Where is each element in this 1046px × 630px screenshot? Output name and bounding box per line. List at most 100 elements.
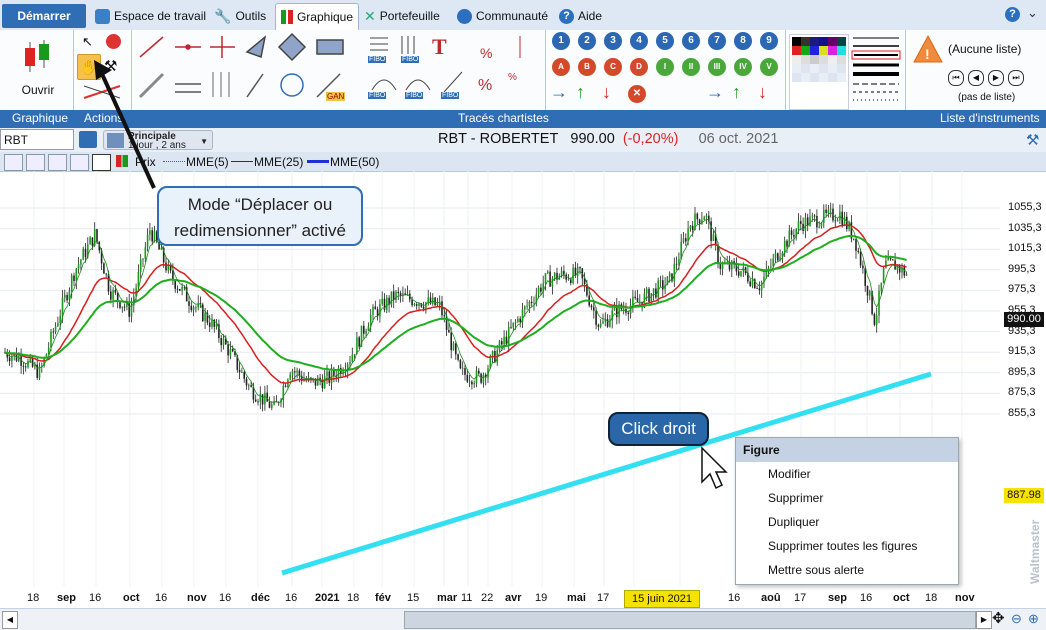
marker-number-8[interactable]: 8 (734, 32, 752, 50)
pointer-icon[interactable]: ↖ (82, 34, 93, 49)
tab-chart[interactable]: Graphique (275, 3, 359, 30)
candle-body (754, 279, 756, 289)
marker-number-3[interactable]: 3 (604, 32, 622, 50)
candle-body (300, 375, 303, 382)
zoom-in-icon[interactable]: ⊕ (1028, 611, 1039, 626)
candle-body (703, 217, 705, 220)
marker-number-6[interactable]: 6 (682, 32, 700, 50)
legend-mme25-swatch (231, 161, 253, 162)
marker-number-2[interactable]: 2 (578, 32, 596, 50)
marker-letter-B[interactable]: B (578, 58, 596, 76)
candle-body (657, 280, 659, 298)
tab-help[interactable]: ? Aide (559, 5, 602, 27)
settings-tools-icon[interactable]: ⚒ (1026, 132, 1040, 149)
tab-start[interactable]: Démarrer (2, 4, 86, 28)
candle-body (137, 271, 140, 288)
candle-body (852, 238, 855, 240)
arrow-marker-4[interactable]: → (706, 82, 724, 102)
marker-letter-D[interactable]: D (630, 58, 648, 76)
tab-community[interactable]: Communauté (457, 5, 548, 27)
prev-icon[interactable]: ◀ (968, 70, 984, 86)
candle-body (880, 282, 883, 291)
candle-body (54, 325, 57, 333)
candle-body (892, 259, 894, 261)
line-style-picker[interactable] (851, 32, 903, 108)
compare-icon[interactable] (48, 154, 67, 171)
tab-portfolio[interactable]: ✕ Portefeuille (364, 5, 440, 27)
candle-body (61, 297, 64, 316)
tab-tools[interactable]: 🔧 Outils (214, 5, 266, 27)
open-chart-button[interactable]: Ouvrir (14, 38, 62, 97)
last-icon[interactable]: ⏭ (1008, 70, 1024, 86)
indicator-icon[interactable] (26, 154, 45, 171)
arrow-marker-2[interactable]: ↓ (602, 82, 611, 102)
candle-body (466, 374, 469, 382)
scroll-thumb[interactable] (404, 611, 976, 629)
candle-body (261, 394, 264, 405)
menu-item-delete[interactable]: Supprimer (768, 491, 824, 505)
menu-item-modify[interactable]: Modifier (768, 467, 811, 481)
symbol-input[interactable]: RBT (0, 129, 74, 150)
arrow-marker-3[interactable]: ✕ (628, 85, 646, 103)
tab-workspace[interactable]: Espace de travail (95, 5, 206, 27)
candle-body (183, 286, 186, 288)
candle-body (162, 247, 165, 263)
marker-number-5[interactable]: 5 (656, 32, 674, 50)
help-circle-icon[interactable]: ? (1005, 7, 1020, 22)
menu-item-alert[interactable]: Mettre sous alerte (768, 563, 865, 577)
color-palette[interactable] (789, 34, 849, 110)
window-icon[interactable] (92, 154, 111, 171)
candle-body (544, 273, 547, 284)
drawing-tools-icon[interactable] (135, 32, 350, 104)
marker-number-9[interactable]: 9 (760, 32, 778, 50)
text-icon[interactable] (70, 154, 89, 171)
power-icon[interactable] (106, 34, 121, 49)
candle-body (317, 377, 319, 386)
arrow-marker-1[interactable]: ↑ (576, 82, 585, 102)
candle-body (241, 372, 243, 373)
horizontal-scrollbar[interactable]: ◀ ▶ ✥ ⊖ ⊕ (0, 608, 1046, 630)
tools-icon[interactable] (4, 154, 23, 171)
candle-body (813, 215, 816, 217)
scroll-left-icon[interactable]: ◀ (2, 611, 18, 629)
candles-icon (25, 40, 49, 72)
marker-number-4[interactable]: 4 (630, 32, 648, 50)
marker-letter-A[interactable]: A (552, 58, 570, 76)
chevron-down-icon[interactable]: ⌄ (1027, 5, 1038, 20)
scroll-right-icon[interactable]: ▶ (976, 611, 992, 629)
x-tick-label: nov (187, 592, 207, 604)
marker-letter-I[interactable]: I (656, 58, 674, 76)
next-icon[interactable]: ▶ (988, 70, 1004, 86)
candle-body (245, 378, 248, 386)
candle-body (358, 337, 360, 347)
legend-mme25: MME(25) (254, 155, 304, 169)
tab-chart-label: Graphique (296, 10, 354, 24)
marker-letter-V[interactable]: V (760, 58, 778, 76)
candle-body (797, 221, 800, 229)
candle-body (18, 356, 20, 361)
arrow-marker-0[interactable]: → (550, 82, 568, 102)
candle-body (487, 368, 489, 378)
fibo-tools-icon[interactable]: T % % % (362, 32, 532, 102)
marker-letter-IV[interactable]: IV (734, 58, 752, 76)
fibo-label-1: FIBO (368, 56, 387, 63)
arrow-marker-6[interactable]: ↓ (758, 82, 767, 102)
menu-item-delete-all[interactable]: Supprimer toutes les figures (768, 539, 918, 553)
candle-body (376, 309, 379, 317)
marker-number-7[interactable]: 7 (708, 32, 726, 50)
marker-letter-III[interactable]: III (708, 58, 726, 76)
marker-letter-C[interactable]: C (604, 58, 622, 76)
arrow-marker-5[interactable]: ↑ (732, 82, 741, 102)
marker-number-1[interactable]: 1 (552, 32, 570, 50)
candle-body (864, 268, 866, 287)
marker-letter-II[interactable]: II (682, 58, 700, 76)
candle-body (556, 272, 558, 280)
candle-body (875, 315, 878, 325)
pan-icon[interactable]: ✥ (992, 610, 1005, 627)
first-icon[interactable]: ⏮ (948, 70, 964, 86)
price-chart[interactable] (0, 171, 1046, 608)
menu-item-duplicate[interactable]: Dupliquer (768, 515, 820, 529)
candle-body (793, 234, 795, 237)
book-icon[interactable] (79, 131, 97, 148)
zoom-out-icon[interactable]: ⊖ (1011, 611, 1022, 626)
